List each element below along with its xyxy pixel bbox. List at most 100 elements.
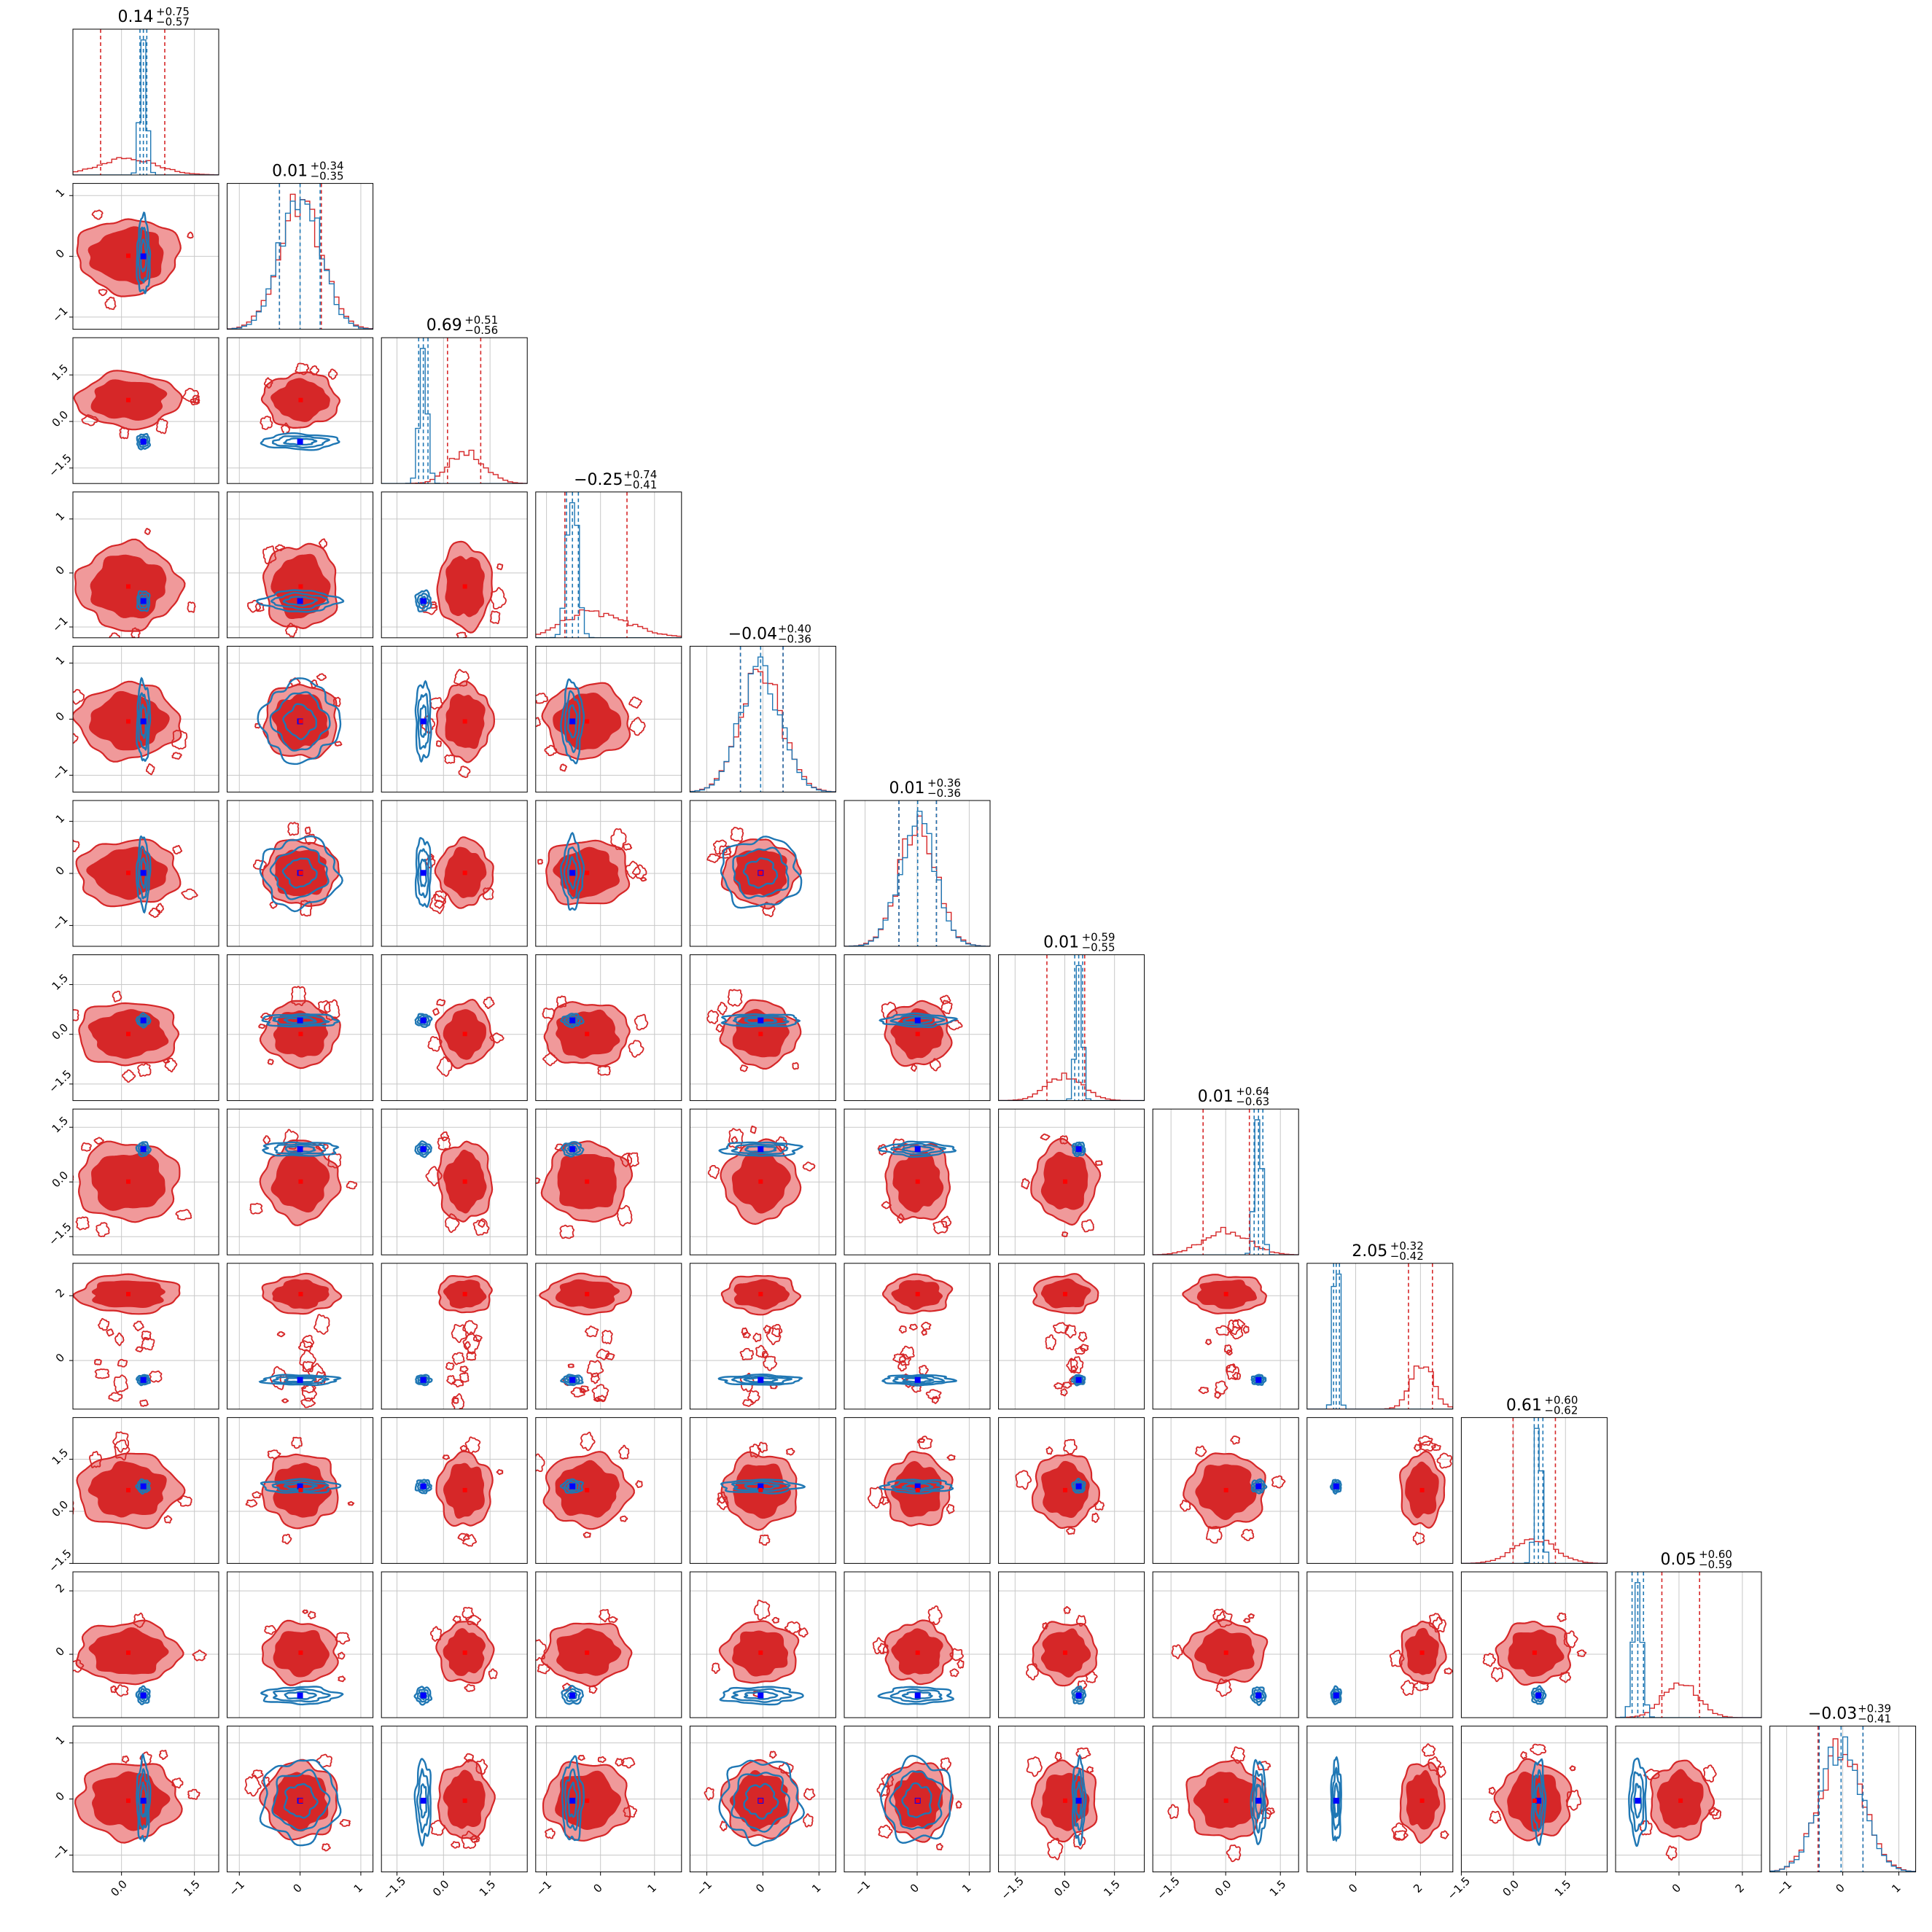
red-contour-island	[1206, 1525, 1223, 1544]
red-contour-island	[597, 1756, 607, 1763]
red-contour-island	[1205, 1339, 1212, 1346]
blue-contour	[561, 1755, 585, 1842]
red-contour-island	[281, 422, 291, 435]
title-plus-error: +0.39	[1858, 1702, 1891, 1715]
blue-contour	[136, 590, 151, 612]
red-contour-island	[1242, 1325, 1250, 1334]
red-contour-island	[616, 1204, 633, 1227]
red-point-marker	[585, 1179, 590, 1184]
panel-frame	[998, 1108, 1145, 1255]
red-contour-island	[1389, 1649, 1405, 1667]
red-contour-island	[898, 1325, 907, 1334]
panel-frame	[227, 1417, 374, 1564]
red-contour-island	[176, 1495, 192, 1507]
panel-frame	[1152, 1263, 1299, 1410]
blue-truth-marker	[757, 1146, 764, 1153]
red-contour-island	[318, 1000, 331, 1014]
contour-panel	[73, 1726, 219, 1872]
blue-contour	[273, 1143, 327, 1155]
red-contour-island	[1094, 1160, 1103, 1166]
red-point-marker	[298, 1292, 303, 1297]
blue-contour	[416, 1142, 431, 1156]
red-contour-island	[318, 538, 327, 549]
red-point-marker	[915, 1292, 920, 1297]
x-tick-label: 1.5	[477, 1877, 499, 1899]
blue-contour	[878, 1140, 957, 1158]
red-point-marker	[1532, 1798, 1537, 1803]
title-plus-error: +0.59	[1082, 931, 1115, 944]
red-contour-island	[489, 610, 501, 625]
blue-truth-marker	[140, 1692, 147, 1699]
blue-truth-marker	[914, 1692, 921, 1699]
blue-contour	[744, 1145, 777, 1153]
red-contour-island	[1444, 1667, 1453, 1675]
blue-truth-marker	[420, 1797, 426, 1804]
panel-frame	[227, 1571, 374, 1718]
blue-contour	[136, 677, 152, 763]
red-contour-island	[640, 877, 647, 882]
panel-title: 0.05	[1661, 1551, 1697, 1569]
red-contour-island	[453, 1397, 459, 1404]
red-contour-island	[892, 1353, 907, 1364]
y-tick-label: 0	[53, 709, 67, 723]
red-point-marker	[1062, 1487, 1067, 1492]
y-tick-label: 1.5	[50, 971, 71, 993]
red-contour-island	[559, 1224, 575, 1239]
blue-contour	[742, 857, 779, 889]
panel-frame	[535, 645, 682, 792]
red-contour-island	[957, 1659, 965, 1669]
red-point-marker	[1062, 1650, 1067, 1655]
x-tick-label: −1.5	[381, 1874, 408, 1902]
panel-frame	[689, 1263, 836, 1410]
red-contour-island	[300, 1397, 316, 1409]
red-contour-island	[122, 1069, 136, 1083]
blue-truth-marker	[420, 718, 426, 725]
blue-contour	[1329, 1479, 1342, 1495]
red-contour-island	[346, 1180, 358, 1190]
contour-panel	[998, 1726, 1145, 1872]
red-contour-island	[900, 1345, 915, 1360]
red-contour-island	[459, 1445, 468, 1452]
red-point-marker	[126, 870, 131, 876]
red-contour-island	[332, 696, 341, 707]
blue-contour	[560, 678, 585, 765]
contour-panel	[1461, 1726, 1608, 1872]
red-contour-island	[1401, 1680, 1415, 1697]
histogram-panel	[1306, 1263, 1453, 1409]
contour-panel	[73, 646, 219, 792]
title-plus-error: +0.64	[1236, 1085, 1269, 1098]
blue-contour	[880, 1754, 953, 1845]
red-point-marker	[126, 719, 131, 724]
red-contour-island	[301, 1383, 317, 1402]
red-contour-island	[591, 1384, 609, 1402]
blue-contour	[901, 1691, 933, 1700]
red-contour-island	[453, 669, 470, 687]
red-contour-island	[742, 1331, 751, 1339]
panel-title: −0.03	[1808, 1705, 1857, 1723]
blue-contour	[283, 1783, 319, 1819]
blue-contour	[417, 1481, 431, 1492]
red-contour-island	[139, 1751, 152, 1765]
red-contour-island	[704, 1787, 714, 1801]
blue-contour	[718, 1759, 806, 1847]
blue-truth-marker	[297, 438, 303, 445]
blue-contour	[271, 1480, 330, 1492]
red-contour-island	[741, 1327, 749, 1336]
red-contour-island	[946, 1454, 956, 1461]
red-point-marker	[462, 1179, 467, 1184]
blue-contour	[560, 1141, 585, 1158]
contour-panel	[73, 801, 219, 946]
panel-frame	[381, 491, 528, 639]
red-contour-island	[263, 377, 273, 389]
red-point-marker	[126, 584, 131, 589]
red-contour-island	[908, 1323, 918, 1331]
red-contour-island	[1436, 1765, 1446, 1778]
red-contour-island	[1045, 1334, 1056, 1351]
red-contour-island	[135, 1346, 144, 1352]
red-contour-island	[1093, 1500, 1105, 1511]
red-contour-island	[1079, 1344, 1089, 1352]
contour-panel	[690, 1109, 836, 1255]
blue-contour	[273, 1688, 331, 1703]
panel-frame	[689, 954, 836, 1102]
red-point-marker	[126, 1650, 131, 1655]
